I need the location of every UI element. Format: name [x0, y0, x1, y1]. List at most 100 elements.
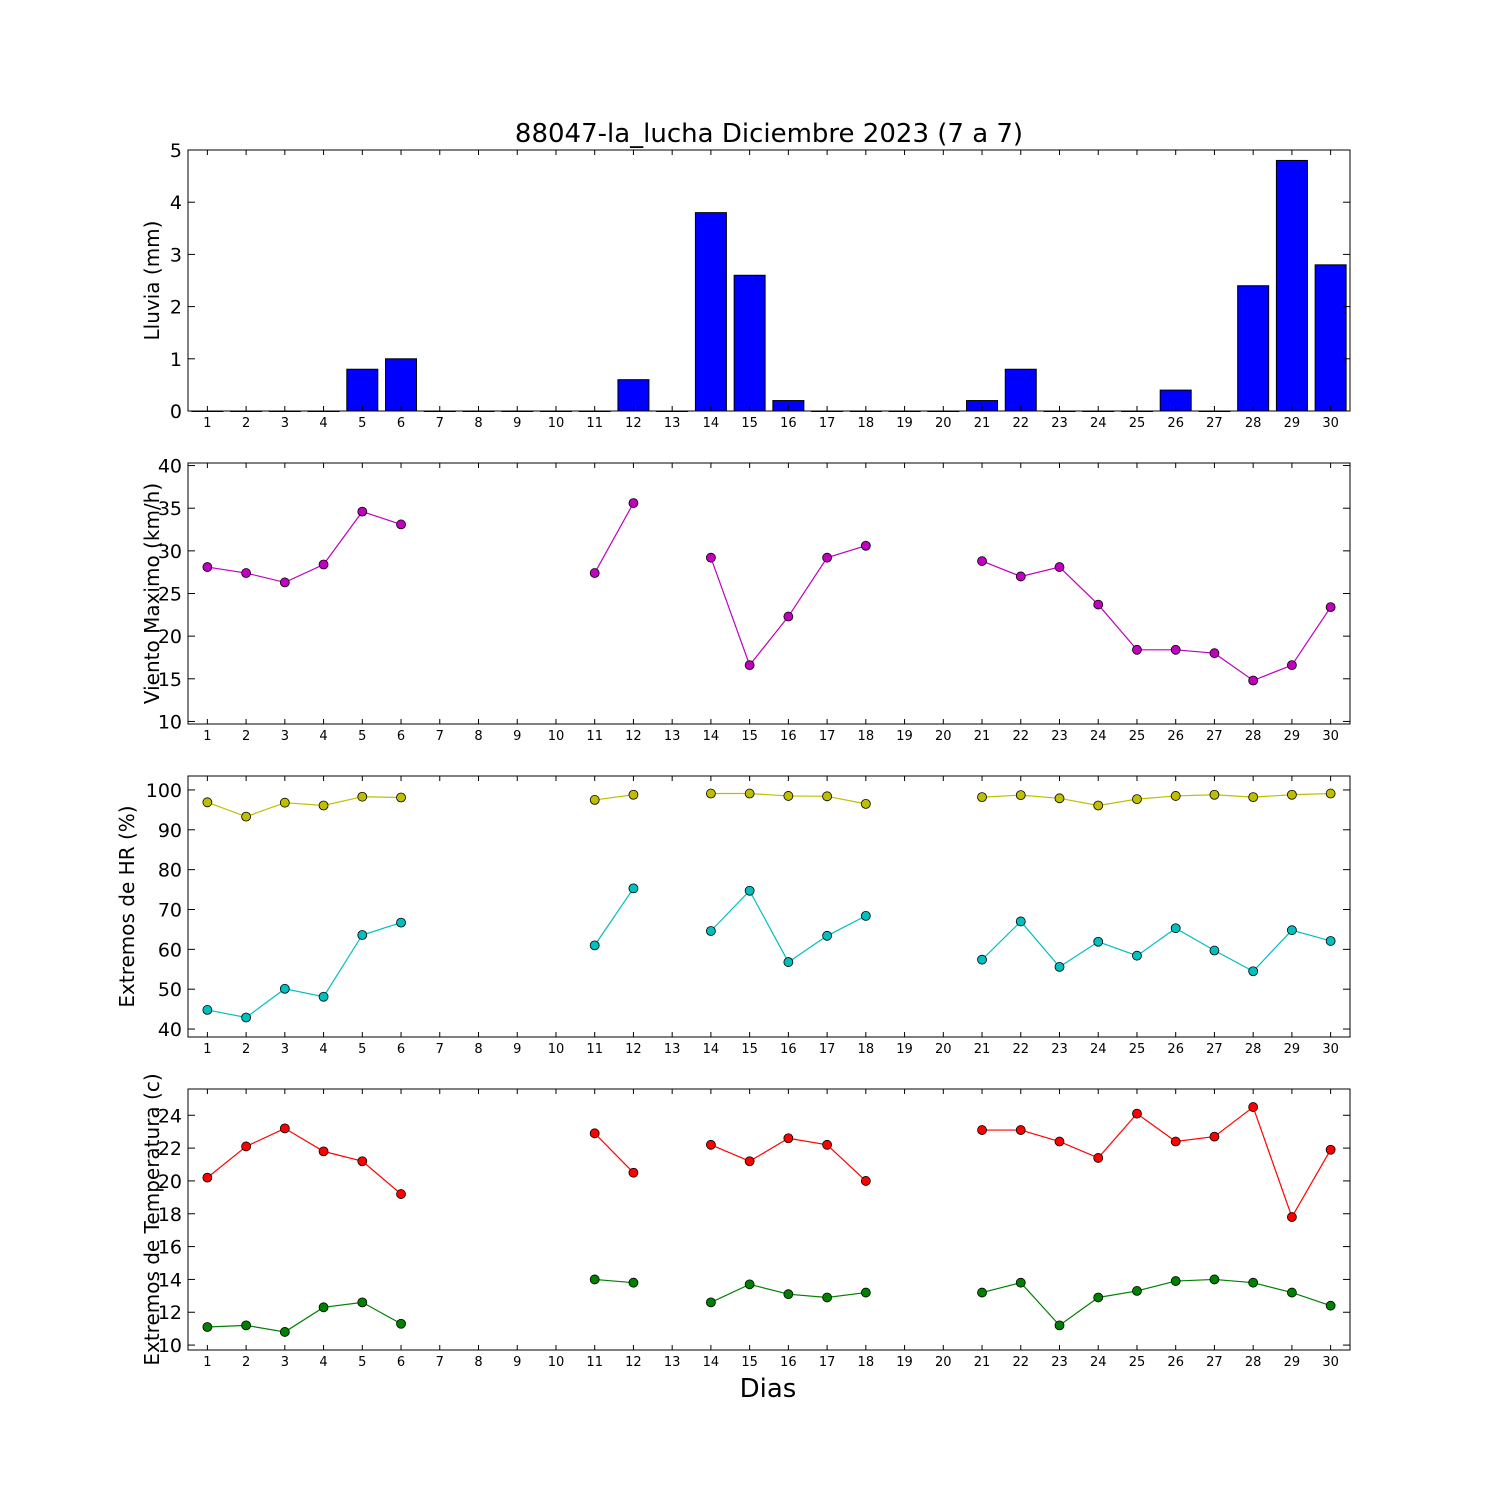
y-tick-label: 100 [146, 780, 182, 802]
series-1-point-day-3 [279, 797, 290, 808]
series-2-point-day-1 [202, 1322, 213, 1332]
series-2-point-day-5 [357, 1297, 368, 1308]
x-tick-label: 30 [1322, 416, 1339, 431]
x-tick-label: 9 [513, 416, 521, 431]
x-tick-label: 12 [625, 416, 642, 431]
x-tick-label: 13 [664, 1042, 681, 1057]
x-tick-label: 7 [436, 416, 444, 431]
panel-1-frame [187, 149, 1351, 412]
bar-day-5 [346, 368, 379, 412]
x-tick-label: 10 [548, 729, 565, 744]
series-1-line-4 [982, 1106, 1332, 1219]
series-1-point-day-1 [202, 1172, 213, 1183]
y-tick-label: 20 [158, 1171, 182, 1193]
series-1-point-day-4 [318, 1146, 329, 1157]
series-1-line-2 [594, 502, 634, 574]
bar-day-28 [1237, 285, 1270, 412]
x-tick-label: 15 [741, 416, 758, 431]
series-1-point-day-28 [1248, 1102, 1259, 1112]
x-tick-label: 1 [203, 1042, 211, 1057]
series-2-line-2 [594, 1278, 634, 1284]
x-tick-label: 18 [858, 1042, 875, 1057]
x-tick-label: 13 [664, 729, 681, 744]
series-1-point-day-16 [783, 791, 794, 801]
x-tick-label: 21 [974, 1042, 991, 1057]
panel-1: 1 2 3 4 5 6 7 8 9 10 11 12 13 14 15 16 17 18 19 20 21 22 23 24 2… [140, 140, 1351, 431]
series-1-point-day-1 [202, 562, 213, 572]
x-tick-label: 9 [513, 1355, 521, 1370]
x-tick-label: 20 [935, 416, 952, 431]
series-2-point-day-14 [706, 1297, 716, 1308]
y-tick-label: 12 [158, 1302, 182, 1324]
x-tick-label: 21 [974, 729, 991, 744]
x-tick-label: 4 [319, 1355, 327, 1370]
series-2-point-day-16 [783, 957, 794, 967]
x-tick-label: 22 [1012, 416, 1029, 431]
y-tick-label: 15 [158, 669, 182, 691]
x-tick-label: 24 [1090, 1355, 1107, 1370]
series-1-point-day-24 [1093, 599, 1104, 610]
series-2-point-day-14 [706, 926, 716, 936]
series-2-line-1 [207, 1301, 402, 1333]
series-2-point-day-30 [1325, 936, 1336, 946]
x-tick-label: 8 [474, 416, 482, 431]
x-tick-label: 7 [436, 1042, 444, 1057]
series-1-point-day-11 [589, 795, 600, 805]
x-tick-label: 18 [858, 1355, 875, 1370]
x-tick-label: 23 [1051, 416, 1068, 431]
x-tick-label: 20 [935, 729, 952, 744]
y-axis-label: Extremos de Temperatura (c) [140, 1073, 164, 1365]
x-tick-label: 2 [242, 1355, 250, 1370]
series-1-line-1 [206, 1127, 402, 1195]
x-tick-label: 26 [1167, 1042, 1184, 1057]
series-2-point-day-22 [1015, 1277, 1026, 1288]
bar-day-14 [694, 212, 727, 412]
y-tick-label: 22 [158, 1138, 182, 1160]
series-1-point-day-4 [318, 559, 329, 570]
series-1-line-1 [207, 510, 402, 584]
x-tick-label: 28 [1245, 1042, 1262, 1057]
series-1-point-day-15 [744, 788, 755, 799]
x-tick-label: 4 [319, 729, 327, 744]
x-tick-label: 27 [1206, 1042, 1223, 1057]
series-2-point-day-28 [1248, 966, 1259, 977]
series-1-line-1 [207, 796, 402, 818]
y-tick-label: 80 [158, 860, 182, 882]
series-2-point-day-24 [1093, 1292, 1104, 1303]
panel-4-frame [187, 1088, 1351, 1351]
series-1-point-day-29 [1287, 660, 1297, 671]
x-tick-label: 16 [780, 1355, 797, 1370]
series-1-point-day-29 [1287, 1212, 1297, 1222]
x-tick-label: 10 [548, 416, 565, 431]
x-tick-label: 11 [586, 1042, 603, 1057]
x-tick-label: 2 [242, 1042, 250, 1057]
series-2-point-day-30 [1325, 1300, 1336, 1311]
y-tick-label: 70 [158, 899, 182, 921]
series-1-line-4 [981, 560, 1332, 682]
bar-day-22 [1004, 368, 1037, 412]
x-tick-label: 30 [1322, 1042, 1339, 1057]
series-2-line-1 [207, 922, 402, 1019]
y-tick-label: 10 [158, 1335, 182, 1357]
series-1-point-day-17 [822, 791, 832, 802]
series-2-point-day-4 [318, 1302, 329, 1313]
x-tick-label: 14 [703, 1355, 720, 1370]
x-tick-label: 6 [397, 729, 405, 744]
series-1-point-day-14 [706, 1139, 716, 1150]
bar-day-30 [1314, 264, 1347, 412]
x-tick-label: 25 [1129, 1355, 1146, 1370]
x-tick-label: 25 [1129, 416, 1146, 431]
series-2-point-day-5 [357, 930, 368, 940]
x-tick-label: 3 [281, 1355, 289, 1370]
series-2-point-day-11 [589, 1274, 600, 1285]
series-1-point-day-26 [1170, 644, 1181, 655]
series-1-point-day-14 [706, 788, 716, 799]
x-tick-label: 12 [625, 1355, 642, 1370]
x-tick-label: 26 [1167, 416, 1184, 431]
series-1-point-day-30 [1325, 788, 1336, 799]
series-2-point-day-25 [1132, 950, 1142, 961]
series-2-point-day-1 [202, 1005, 213, 1015]
series-1-point-day-23 [1054, 562, 1065, 572]
series-1-point-day-16 [783, 611, 794, 622]
series-2-point-day-11 [589, 940, 600, 951]
